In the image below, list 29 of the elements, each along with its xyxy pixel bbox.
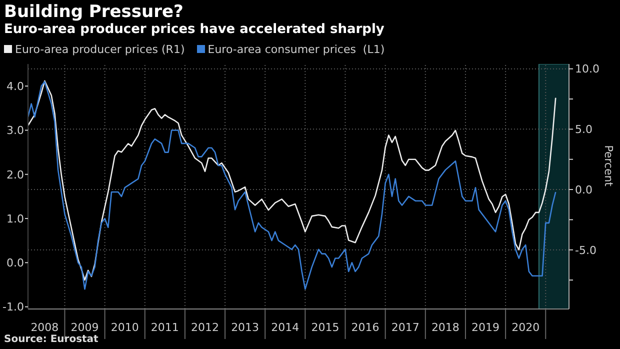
- x-tick-label: 2020: [512, 321, 540, 334]
- x-tick-label: 2014: [271, 321, 300, 334]
- x-tick-label: 2012: [190, 321, 219, 334]
- x-tick-label: 2017: [391, 321, 420, 334]
- x-tick-label: 2009: [70, 321, 99, 334]
- y-tick-label: 3.0: [6, 124, 24, 138]
- x-tick-label: 2019: [472, 321, 500, 334]
- x-tick-label: 2015: [311, 321, 340, 334]
- x-tick-label: 2010: [110, 321, 139, 334]
- y-tick-label: 0.0: [6, 256, 24, 270]
- x-tick-label: 2013: [231, 321, 260, 334]
- y2-axis-title: Percent: [602, 145, 616, 188]
- x-tick-label: 2008: [30, 321, 59, 334]
- y-tick-label: 2.0: [6, 168, 24, 182]
- source-note: Source: Eurostat: [4, 334, 98, 345]
- y2-tick-label: 5.0: [575, 123, 592, 136]
- chart-subtitle: Euro-area producer prices have accelerated sharply: [3, 22, 386, 39]
- legend-label: Euro-area producer prices (R1): [14, 42, 185, 56]
- y2-tick-label: 10.0: [575, 62, 600, 76]
- chart-title: Building Pressure?: [3, 1, 184, 22]
- y-tick-label: 4.0: [6, 80, 24, 93]
- y-tick-label: -1.0: [2, 300, 24, 314]
- y2-tick-label: -5.0: [575, 244, 596, 257]
- y-tick-label: 1.0: [6, 212, 24, 226]
- x-tick-label: 2011: [150, 321, 179, 334]
- x-tick-label: 2016: [351, 321, 380, 334]
- x-tick-label: 2018: [431, 321, 460, 334]
- legend-label: Euro-area consumer prices (L1): [206, 42, 385, 56]
- y2-tick-label: 0.0: [575, 183, 592, 196]
